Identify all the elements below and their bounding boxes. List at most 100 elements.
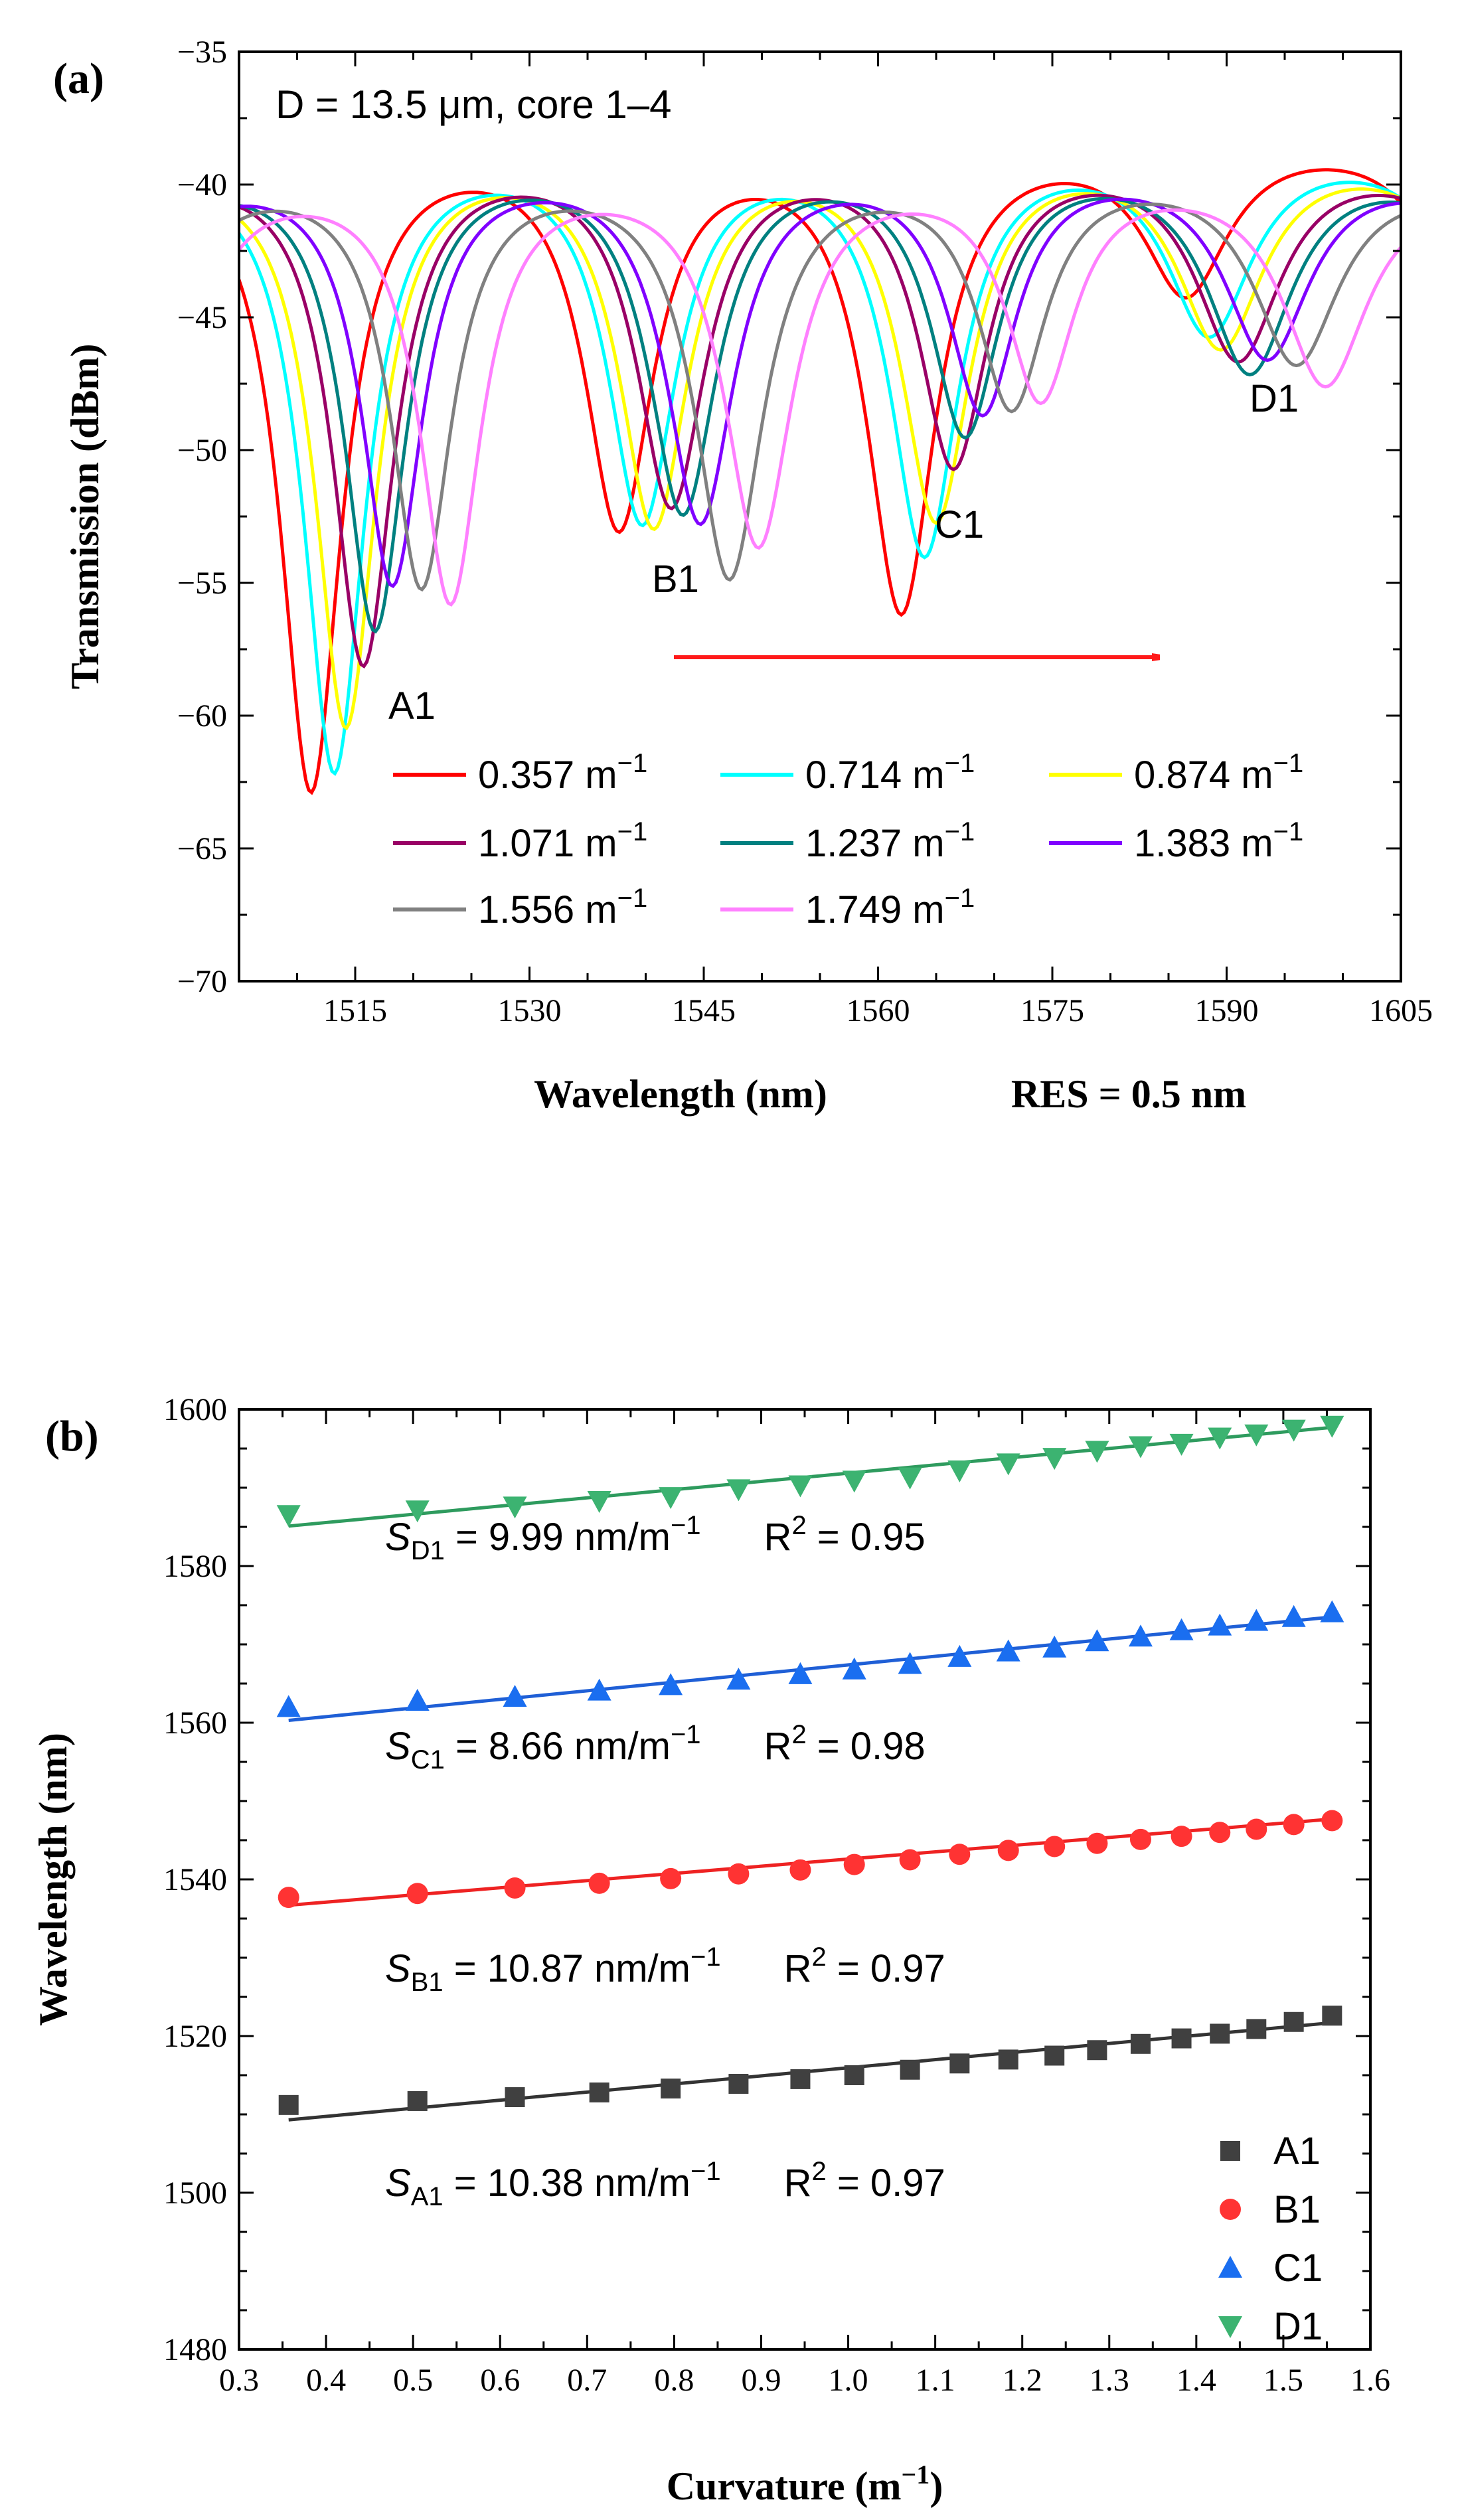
point-b1 [1044, 1836, 1066, 1857]
fit-stat-d1-r2sup: 2 [791, 1511, 806, 1540]
point-d1 [1128, 1436, 1153, 1458]
legend-a-label: 1.749 m [805, 888, 945, 931]
point-b1 [1283, 1814, 1305, 1836]
legend-a-label: 1.383 m [1134, 822, 1273, 865]
legend-a-label: 0.714 m [805, 753, 945, 797]
point-a1 [1087, 2040, 1107, 2061]
x-axis-title-b-end: ) [930, 2464, 943, 2508]
point-c1 [1042, 1635, 1067, 1658]
legend-b-marker [1220, 2141, 1240, 2161]
legend-a-entry: 1.556 m−1 [478, 884, 647, 931]
point-c1 [898, 1652, 922, 1674]
point-a1 [1044, 2045, 1065, 2066]
point-b1 [406, 1883, 428, 1905]
panel-b-label: (b) [45, 1412, 99, 1460]
point-c1 [726, 1668, 751, 1690]
point-c1 [1085, 1629, 1109, 1652]
legend-a: 0.357 m−1 0.714 m−1 0.874 m−11.071 m−1 1.23… [393, 749, 1303, 931]
point-c1 [947, 1644, 972, 1667]
fit-stat-b1-text: = 10.87 nm/m [444, 1947, 690, 1990]
point-c1 [1128, 1624, 1153, 1647]
point-d1 [405, 1500, 430, 1523]
point-a1 [844, 2065, 864, 2085]
legend-a-entry: 0.714 m−1 [805, 749, 975, 797]
legend-b-label: C1 [1273, 2246, 1323, 2290]
legend-b-label: B1 [1273, 2188, 1321, 2231]
dip-label-d1: D1 [1250, 377, 1299, 420]
legend-a-entry: 1.071 m−1 [478, 817, 647, 865]
fit-stat-d1-r: R [764, 1516, 792, 1559]
point-a1 [1210, 2023, 1230, 2044]
fit-stat-b1: SB1 = 10.87 nm/m−1 R2 = 0.97 [385, 1942, 945, 1997]
x-tick-label-b: 0.5 [393, 2363, 433, 2398]
fit-stat-c1-sub: C1 [411, 1745, 445, 1774]
point-a1 [998, 2049, 1018, 2070]
legend-a-sup: −1 [617, 749, 648, 778]
point-a1 [1322, 2006, 1342, 2026]
point-d1 [842, 1470, 866, 1493]
fit-stat-c1-r2sup: 2 [791, 1720, 806, 1749]
y-tick-label-b: 1540 [163, 1862, 227, 1897]
point-b1 [949, 1844, 971, 1865]
x-tick-label-a: 1575 [1020, 993, 1084, 1028]
legend-a-entry: 1.383 m−1 [1134, 817, 1303, 865]
legend-b-marker [1218, 2256, 1242, 2278]
fit-stat-a1-r: R [784, 2162, 812, 2205]
fiber-annotation: D = 13.5 μm, core 1–4 [276, 82, 672, 127]
point-d1 [276, 1505, 301, 1528]
legend-a-label: 1.071 m [478, 822, 617, 865]
y-tick-label-a: −60 [177, 698, 227, 734]
fit-stat-c1-symbol: S [385, 1725, 411, 1768]
legend-a-sup: −1 [617, 884, 648, 913]
x-tick-label-b: 0.3 [219, 2363, 259, 2398]
legend-b: A1 B1 C1 D1 [1218, 2130, 1323, 2348]
x-tick-label-b: 1.0 [829, 2363, 868, 2398]
x-tick-label-a: 1545 [672, 993, 736, 1028]
x-axis-title-b-main: Curvature (m [667, 2464, 902, 2508]
fit-stat-a1: SA1 = 10.38 nm/m−1 R2 = 0.97 [385, 2157, 945, 2211]
y-tick-label-a: −70 [177, 964, 227, 999]
y-tick-label-b: 1520 [163, 2019, 227, 2054]
x-tick-label-a: 1590 [1195, 993, 1259, 1028]
y-tick-label-b: 1500 [163, 2175, 227, 2211]
x-tick-label-b: 0.4 [306, 2363, 346, 2398]
x-axis-title-b: Curvature (m−1) [667, 2460, 943, 2508]
point-c1 [503, 1685, 527, 1707]
legend-a-entry: 1.237 m−1 [805, 817, 975, 865]
x-tick-label-b: 1.1 [916, 2363, 955, 2398]
fit-stat-d1-sup: −1 [671, 1511, 701, 1540]
fit-stat-b1-r: R [784, 1947, 812, 1990]
fit-stat-a1-sub: A1 [411, 2182, 444, 2211]
y-tick-label-b: 1580 [163, 1549, 227, 1584]
fit-line-c1 [288, 1615, 1333, 1722]
x-tick-label-b: 0.7 [567, 2363, 607, 2398]
x-tick-label-b: 1.5 [1263, 2363, 1303, 2398]
point-d1 [1085, 1441, 1109, 1463]
x-tick-label-a: 1560 [847, 993, 910, 1028]
y-tick-label-a: −35 [177, 35, 227, 70]
fit-stat-a1-symbol: S [385, 2162, 411, 2205]
point-c1 [1208, 1613, 1232, 1636]
dip-label-b1: B1 [652, 558, 699, 601]
dip-label-c1: C1 [935, 503, 984, 546]
point-d1 [1208, 1427, 1232, 1450]
point-b1 [899, 1849, 921, 1871]
point-c1 [842, 1657, 866, 1680]
point-b1 [1246, 1818, 1267, 1840]
fit-stat-b1-sup: −1 [690, 1942, 721, 1972]
y-tick-label-a: −45 [177, 300, 227, 335]
legend-b-label: D1 [1273, 2305, 1323, 2348]
fit-stat-a1-sup: −1 [690, 2157, 721, 2186]
point-b1 [789, 1859, 811, 1881]
point-a1 [1171, 2028, 1192, 2049]
legend-a-sup: −1 [945, 817, 975, 846]
legend-a-sup: −1 [945, 749, 975, 778]
x-tick-label-b: 0.8 [654, 2363, 694, 2398]
point-c1 [788, 1662, 813, 1684]
point-b1 [1086, 1832, 1108, 1854]
fit-stat-a1-r2val: = 0.97 [827, 2162, 945, 2205]
fit-stat-d1-r2val: = 0.95 [807, 1516, 926, 1559]
legend-a-sup: −1 [1273, 749, 1304, 778]
legend-a-entry: 0.357 m−1 [478, 749, 647, 797]
point-a1 [949, 2053, 970, 2074]
